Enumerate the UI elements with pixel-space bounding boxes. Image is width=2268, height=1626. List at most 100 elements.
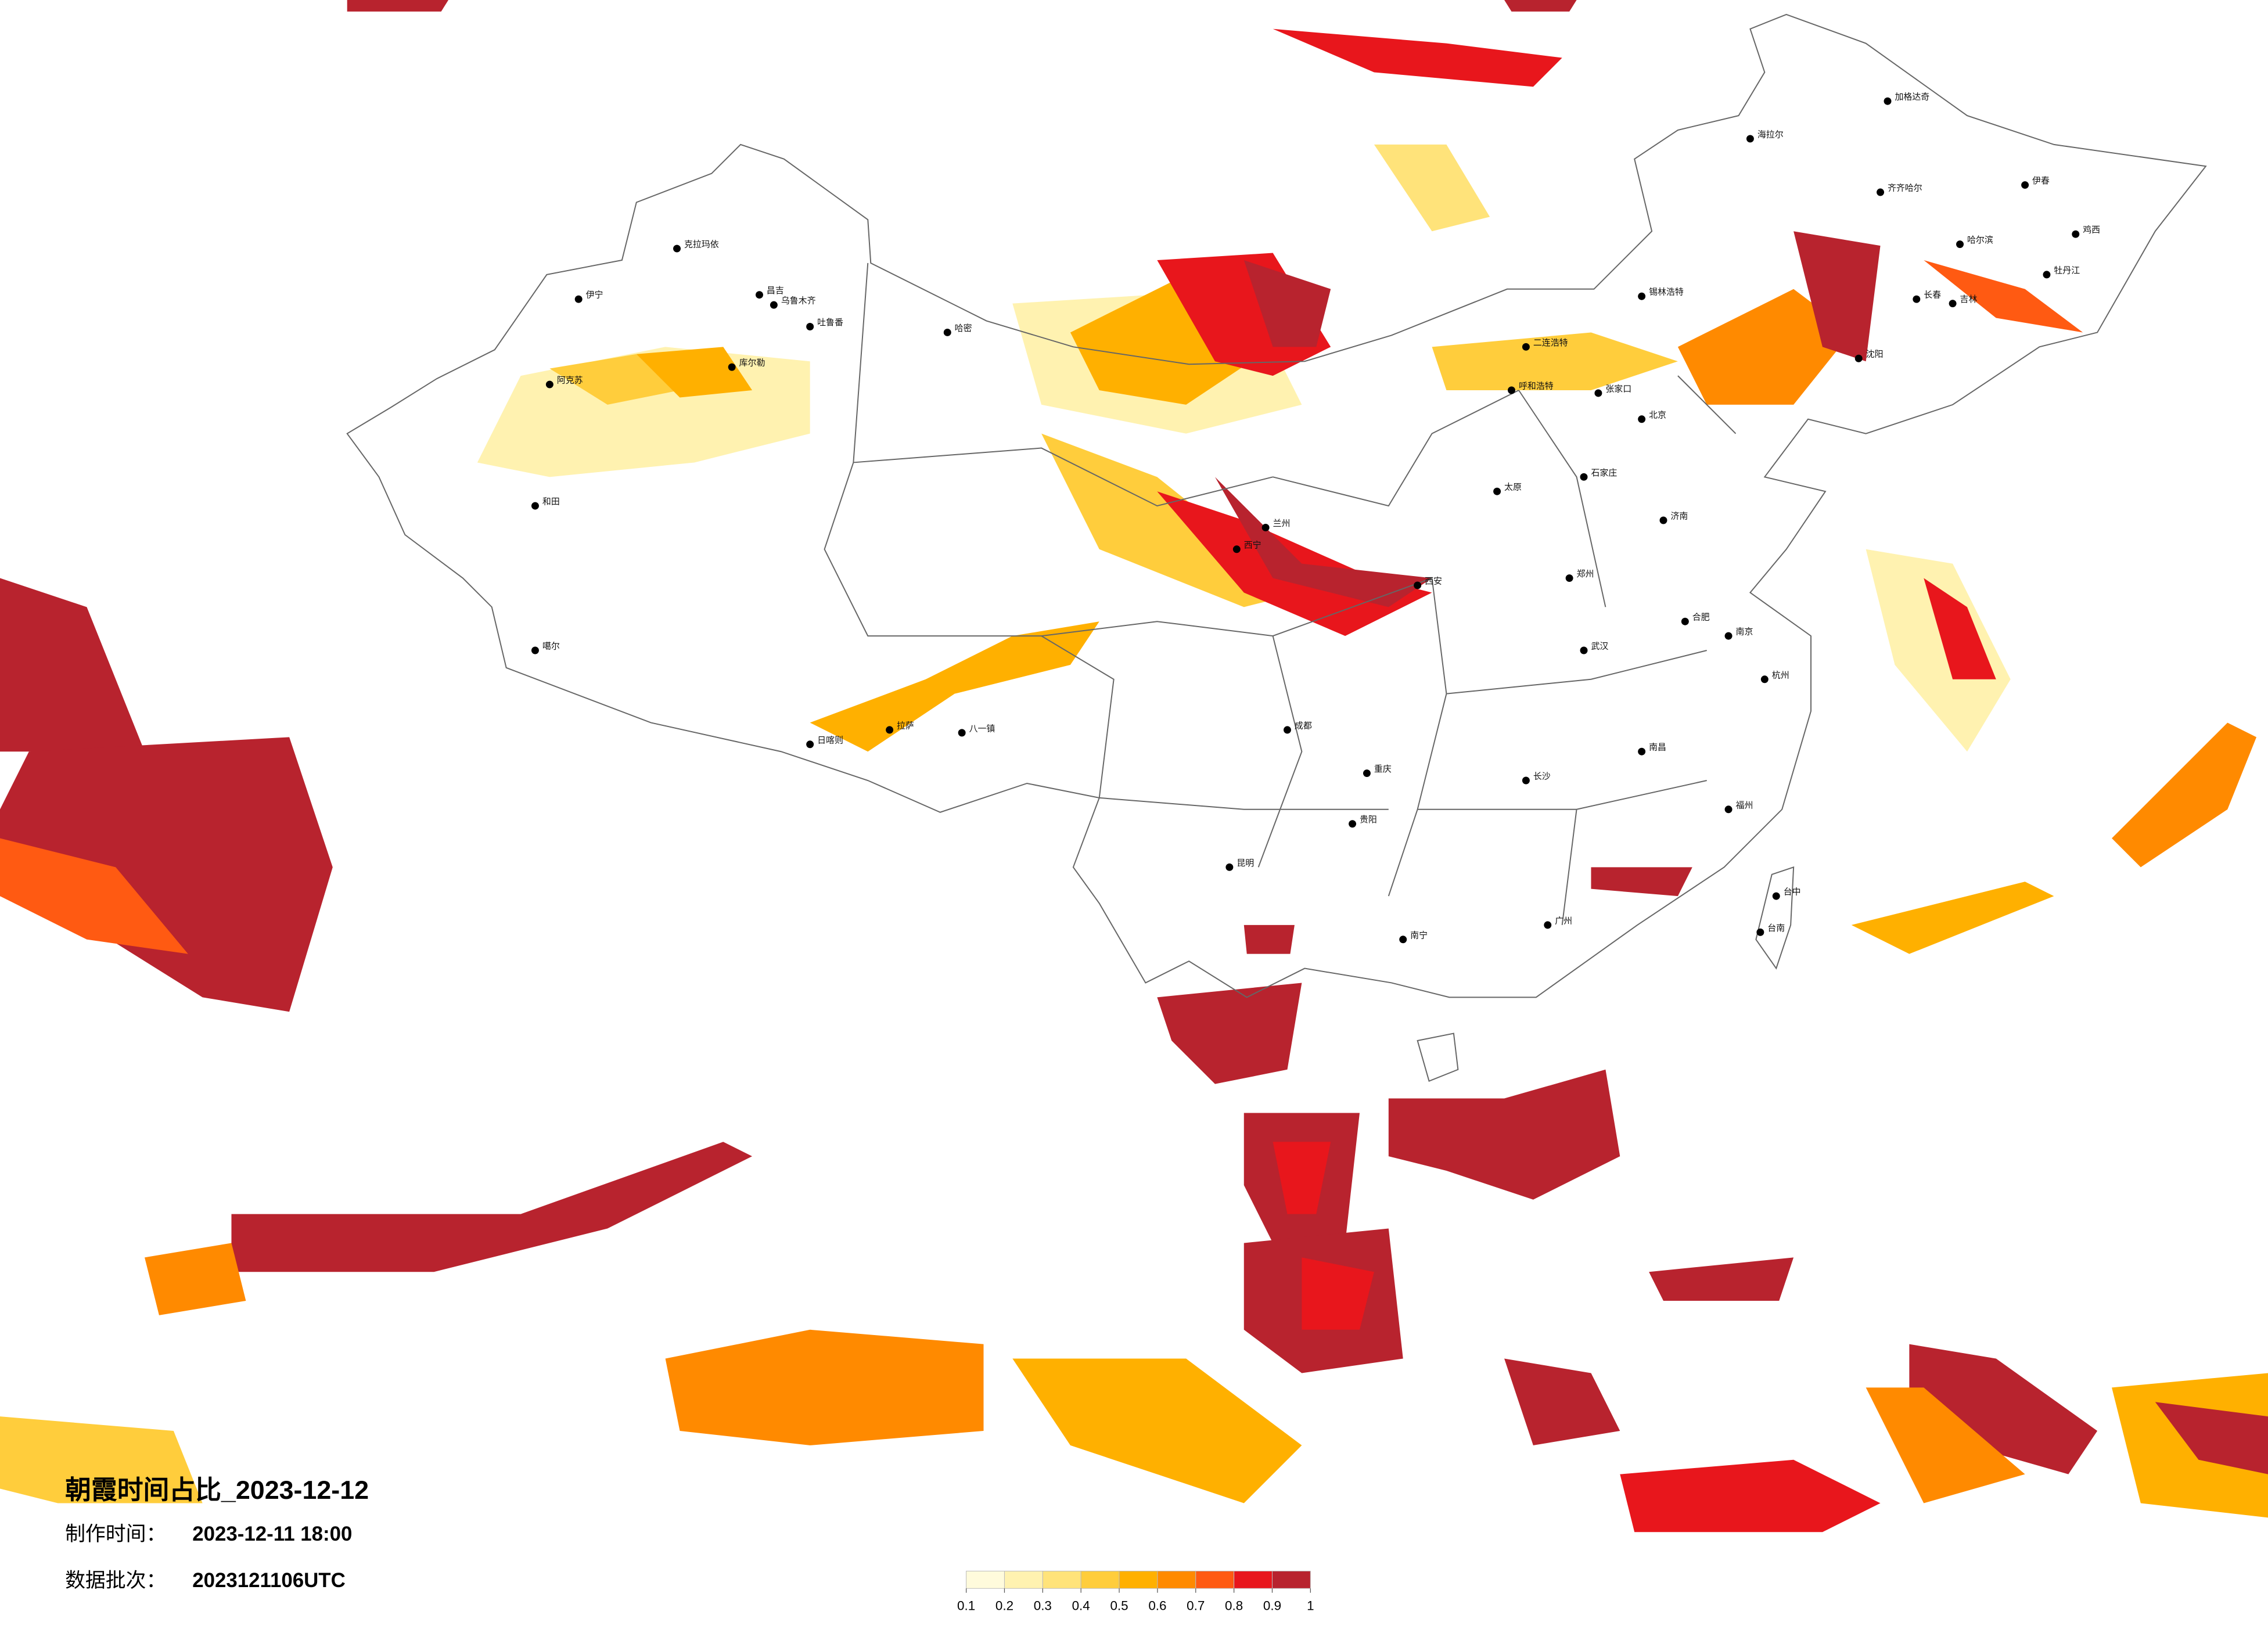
legend-swatch: [1271, 1570, 1311, 1589]
city-label: 牡丹江: [2054, 265, 2080, 275]
glow-area: [231, 1142, 753, 1272]
made-label: 制作时间：: [65, 1523, 166, 1545]
legend-swatch: [1119, 1570, 1158, 1589]
city-dot: [1349, 820, 1357, 828]
city-label: 太原: [1504, 483, 1522, 492]
legend-swatch: [1195, 1570, 1235, 1589]
glow-area: [1504, 1358, 1620, 1445]
city-label: 日喀则: [817, 735, 843, 745]
city-dot: [1760, 675, 1769, 684]
city-dot: [1493, 487, 1501, 495]
island: [1417, 866, 1795, 1082]
city-label: 鸡西: [2083, 225, 2100, 235]
glow-area: [665, 1329, 984, 1445]
city-dot: [1854, 354, 1863, 362]
legend-swatch: [1080, 1570, 1120, 1589]
city-dot: [1638, 747, 1646, 756]
city-label: 合肥: [1692, 613, 1710, 623]
glow-area: [2112, 722, 2257, 868]
city-dot: [1232, 545, 1241, 553]
sunrise-glow-field: [0, 0, 2268, 1533]
city-dot: [531, 646, 539, 654]
city-dot: [1913, 295, 1921, 303]
city-dot: [1522, 776, 1530, 785]
legend-tick-label: 0.1: [957, 1599, 975, 1613]
city-label: 哈尔滨: [1967, 235, 1993, 245]
glow-area: [1851, 882, 2054, 954]
city-label: 重庆: [1374, 764, 1392, 774]
glow-area: [1924, 260, 2083, 333]
city-dot: [1877, 188, 1885, 196]
legend-tick-label: 0.9: [1263, 1599, 1281, 1613]
city-label: 八一镇: [969, 724, 995, 733]
legend-tick-label: 0.5: [1110, 1599, 1128, 1613]
legend-swatch: [1157, 1570, 1196, 1589]
city-label: 台南: [1767, 923, 1785, 933]
city-dot: [1580, 473, 1588, 481]
city-label: 张家口: [1605, 384, 1631, 394]
city-label: 加格达奇: [1895, 92, 1929, 102]
city-label: 成都: [1295, 721, 1312, 731]
glow-area: [2155, 1402, 2268, 1474]
map-title: 朝霞时间占比_2023-12-12: [65, 1476, 369, 1505]
city-label: 长沙: [1533, 772, 1551, 782]
city-label: 齐齐哈尔: [1888, 184, 1922, 193]
legend-tick-label: 0.8: [1225, 1599, 1243, 1613]
legend-tick-label: 0.6: [1148, 1599, 1166, 1613]
city-label: 广州: [1555, 916, 1572, 926]
city-dot: [1508, 386, 1515, 394]
glow-area: [636, 347, 753, 398]
city-label: 台中: [1784, 887, 1801, 897]
city-dot: [728, 363, 736, 371]
city-label: 哈密: [955, 323, 972, 333]
glow-area: [1388, 1069, 1620, 1200]
glow-area: [1924, 578, 1996, 679]
glow-area: [0, 838, 188, 954]
city-dot: [886, 726, 894, 734]
city-label: 和田: [542, 497, 560, 507]
city-label: 库尔勒: [739, 358, 765, 368]
city-label: 西宁: [1244, 540, 1261, 550]
city-dot: [531, 502, 539, 510]
city-dot: [1225, 863, 1234, 871]
city-dot: [1638, 415, 1646, 423]
glow-area: [810, 621, 1099, 752]
city-dot: [1580, 646, 1588, 654]
glow-area: [0, 1416, 203, 1503]
glow-area: [1677, 289, 1852, 405]
city-dot: [1772, 892, 1780, 900]
city-label: 杭州: [1772, 670, 1789, 680]
glow-area: [1649, 1257, 1794, 1301]
city-dot: [1746, 135, 1754, 143]
glow-area: [347, 0, 449, 12]
city-dot: [1522, 343, 1530, 351]
city-label: 武汉: [1591, 642, 1608, 652]
city-label: 贵阳: [1360, 815, 1377, 825]
city-dot: [1284, 726, 1291, 734]
city-dot: [574, 295, 583, 303]
legend-tick-label: 1: [1307, 1599, 1314, 1613]
city-dot: [1659, 516, 1667, 524]
glow-area: [1909, 1344, 2098, 1474]
city-dot: [1544, 921, 1552, 929]
legend-tick-label: 0.3: [1034, 1599, 1052, 1613]
city-dot: [1681, 617, 1689, 625]
city-label: 郑州: [1577, 569, 1594, 579]
city-dot: [1399, 936, 1407, 944]
borders: [346, 13, 2207, 1082]
city-dot: [943, 328, 951, 336]
city-label: 南宁: [1410, 930, 1428, 940]
legend-tick-label: 0.7: [1187, 1599, 1205, 1613]
batch: 2023121106UTC: [192, 1569, 346, 1592]
city-dot: [1949, 300, 1957, 308]
city-label: 南昌: [1649, 743, 1666, 753]
glow-area: [1243, 924, 1295, 954]
glow-area: [549, 354, 680, 405]
city-label: 昆明: [1237, 858, 1254, 868]
glow-area: [1866, 1387, 2025, 1503]
legend-swatch: [1004, 1570, 1043, 1589]
city-dot: [770, 301, 778, 309]
city-label: 沈阳: [1866, 350, 1884, 359]
